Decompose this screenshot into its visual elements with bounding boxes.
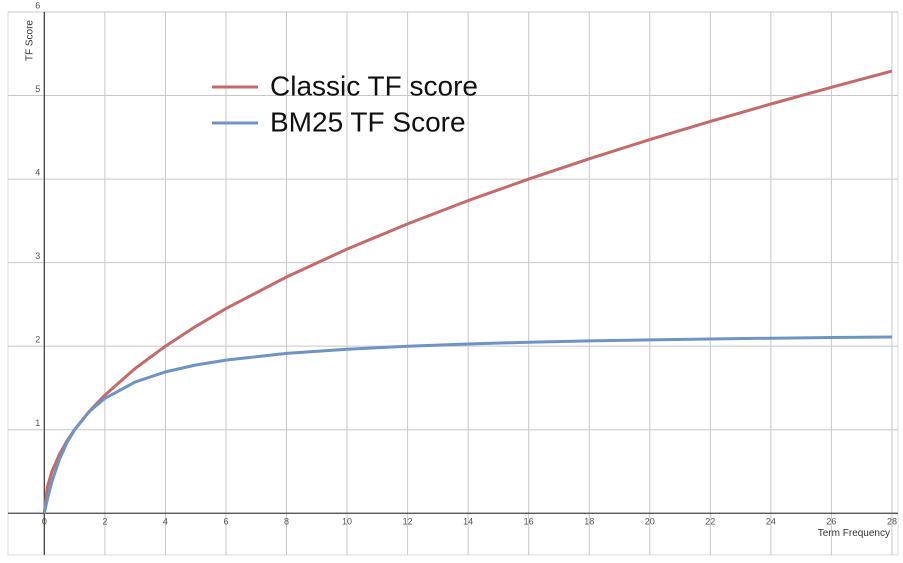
x-tick-label: 28 <box>887 517 897 527</box>
x-tick-label: 24 <box>766 517 776 527</box>
legend-label: BM25 TF Score <box>270 106 466 137</box>
x-tick-label: 20 <box>645 517 655 527</box>
legend-label: Classic TF score <box>270 70 478 101</box>
y-axis-label: TF Score <box>25 20 36 62</box>
x-tick-label: 8 <box>284 517 289 527</box>
y-tick-label: 5 <box>35 84 40 94</box>
x-tick-label: 12 <box>403 517 413 527</box>
y-tick-label: 4 <box>35 167 40 177</box>
x-tick-label: 18 <box>584 517 594 527</box>
y-tick-label: 3 <box>35 251 40 261</box>
x-axis-label: Term Frequency <box>818 528 890 539</box>
x-tick-label: 22 <box>705 517 715 527</box>
y-tick-label: 2 <box>35 335 40 345</box>
x-tick-label: 4 <box>163 517 168 527</box>
x-tick-label: 16 <box>524 517 534 527</box>
plot-area <box>7 11 899 556</box>
x-tick-label: 14 <box>463 517 473 527</box>
x-tick-label: 26 <box>826 517 836 527</box>
y-tick-label: 6 <box>35 0 40 10</box>
x-tick-label: 6 <box>223 517 228 527</box>
x-tick-label: 2 <box>102 517 107 527</box>
series-line <box>42 335 892 514</box>
y-tick-label: 1 <box>35 418 40 428</box>
x-tick-label: 10 <box>342 517 352 527</box>
